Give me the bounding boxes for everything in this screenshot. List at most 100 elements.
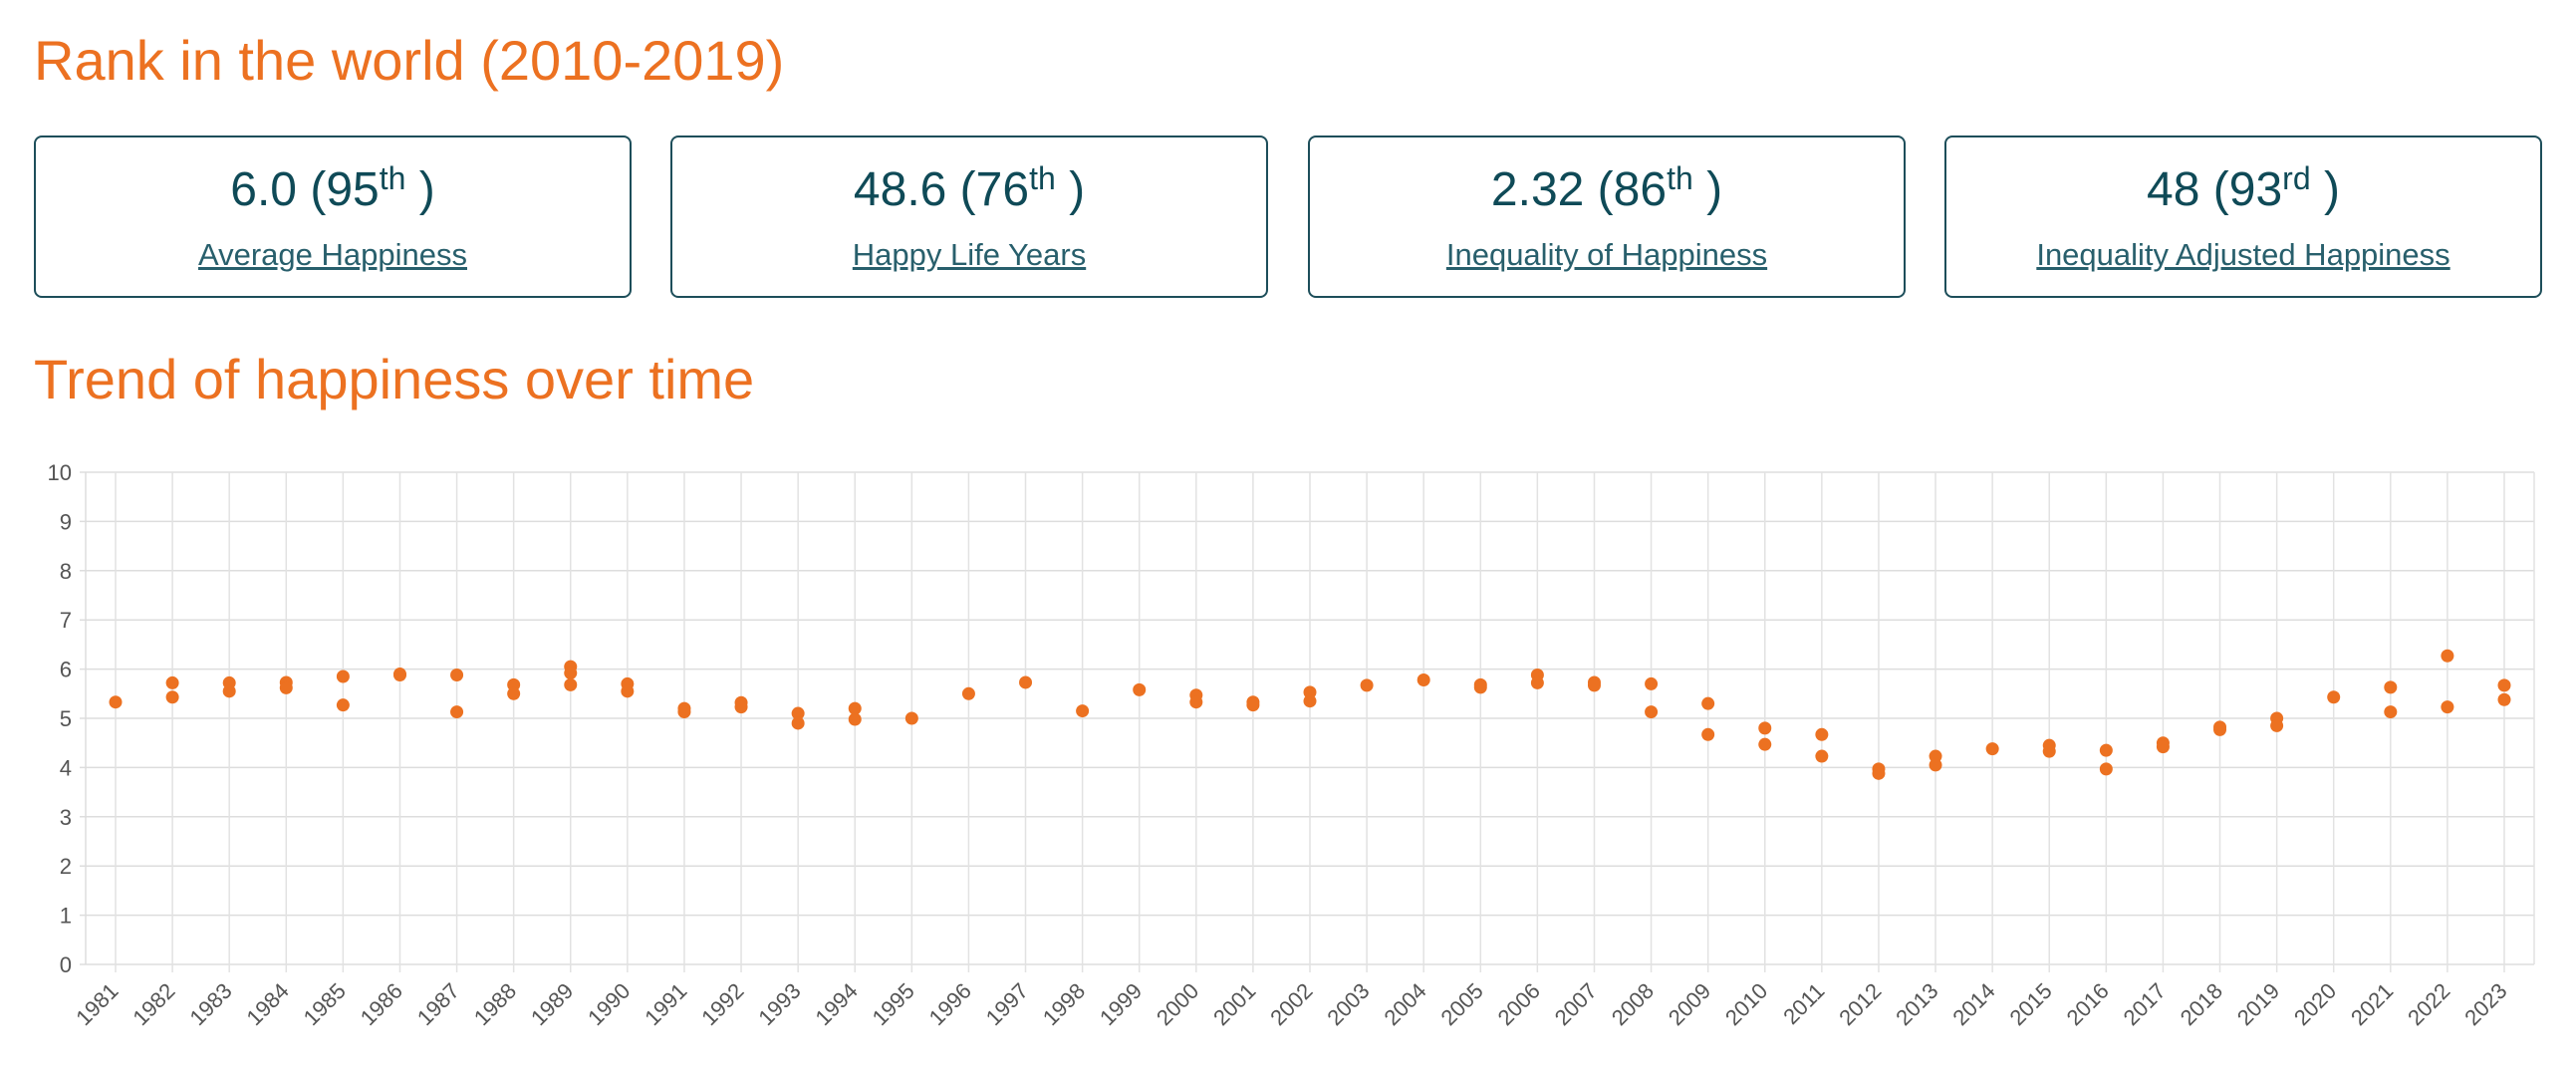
x-tick-label: 2020 <box>2289 978 2341 1030</box>
x-tick-label: 1991 <box>640 978 691 1030</box>
data-point <box>564 677 578 691</box>
x-tick-label: 2007 <box>1550 978 1602 1030</box>
x-tick-label: 1995 <box>868 978 919 1030</box>
x-tick-label: 2013 <box>1891 978 1942 1030</box>
x-tick-label: 2006 <box>1493 978 1545 1030</box>
x-tick-label: 1981 <box>71 978 123 1030</box>
card-value: 48 (93rd ) <box>2147 160 2340 216</box>
data-point <box>1815 749 1829 763</box>
inequality-adjusted-happiness-link[interactable]: Inequality Adjusted Happiness <box>2036 237 2450 272</box>
scatter-plot: 0 1 2 3 4 5 6 7 8 9 10 1981 1982 1983 1984 1985 1986 1987… <box>48 460 2535 1030</box>
average-happiness-card: 6.0 (95th ) Average Happiness <box>34 135 632 298</box>
data-point <box>1303 685 1317 699</box>
data-point <box>1189 695 1203 709</box>
data-point <box>165 675 179 689</box>
card-rank-suffix: rd <box>2282 160 2311 196</box>
x-tick-label: 2018 <box>2176 978 2227 1030</box>
x-tick-label: 1983 <box>184 978 236 1030</box>
data-point <box>2497 678 2511 692</box>
data-point <box>1985 742 1999 756</box>
x-tick-label: 1999 <box>1095 978 1147 1030</box>
data-point <box>2099 743 2113 757</box>
data-point <box>564 667 578 680</box>
data-point <box>2327 690 2341 704</box>
y-tick-label: 1 <box>60 904 72 929</box>
data-point <box>1815 727 1829 741</box>
x-tick-label: 2021 <box>2346 978 2398 1030</box>
y-tick-label: 10 <box>48 460 72 485</box>
data-point <box>734 700 748 714</box>
x-tick-label: 2014 <box>1947 978 1999 1030</box>
trend-section-title: Trend of happiness over time <box>34 348 755 410</box>
data-point <box>1701 696 1715 710</box>
y-tick-label: 3 <box>60 805 72 830</box>
card-value: 6.0 (95th ) <box>230 160 435 216</box>
y-tick-label: 9 <box>60 509 72 534</box>
data-point <box>1758 721 1772 735</box>
data-point <box>2497 692 2511 706</box>
x-tick-label: 2017 <box>2119 978 2171 1030</box>
card-rank-suffix: th <box>379 160 406 196</box>
data-point <box>2156 740 2170 754</box>
happy-life-years-link[interactable]: Happy Life Years <box>852 237 1087 272</box>
data-point <box>1303 694 1317 708</box>
x-tick-label: 1988 <box>469 978 521 1030</box>
data-point <box>1076 704 1090 718</box>
data-point <box>1758 737 1772 751</box>
inequality-of-happiness-card: 2.32 (86th ) Inequality of Happiness <box>1308 135 1906 298</box>
data-point <box>1929 749 1942 763</box>
x-tick-label: 2009 <box>1664 978 1715 1030</box>
card-score: 2.32 <box>1490 163 1585 216</box>
x-tick-label: 1997 <box>981 978 1033 1030</box>
x-tick-label: 2008 <box>1607 978 1659 1030</box>
data-point <box>848 701 862 715</box>
x-tick-label: 1990 <box>583 978 635 1030</box>
data-point <box>1246 698 1260 712</box>
y-tick-label: 7 <box>60 608 72 633</box>
x-tick-label: 2011 <box>1778 978 1829 1029</box>
data-point <box>2213 722 2227 736</box>
x-tick-label: 1992 <box>696 978 748 1030</box>
card-rank: 86 <box>1613 163 1668 216</box>
data-point <box>2441 700 2454 714</box>
x-tick-label: 1998 <box>1038 978 1090 1030</box>
x-tick-label: 1993 <box>753 978 805 1030</box>
card-score: 48.6 <box>853 163 947 216</box>
card-rank: 76 <box>975 163 1030 216</box>
data-point <box>848 712 862 726</box>
card-rank-suffix: th <box>1667 160 1693 196</box>
x-tick-label: 2010 <box>1720 978 1772 1030</box>
inequality-adjusted-happiness-card: 48 (93rd ) Inequality Adjusted Happiness <box>1944 135 2542 298</box>
data-point <box>1587 678 1601 692</box>
x-tick-label: 2000 <box>1152 978 1203 1030</box>
data-point <box>450 669 464 682</box>
x-tick-label: 1986 <box>356 978 407 1030</box>
y-tick-label: 5 <box>60 706 72 731</box>
data-point <box>336 698 350 712</box>
data-point <box>1360 678 1374 692</box>
data-point <box>279 680 293 694</box>
card-value: 2.32 (86th ) <box>1490 160 1723 216</box>
rank-section-title: Rank in the world (2010-2019) <box>34 29 785 92</box>
data-point <box>904 711 918 725</box>
x-tick-label: 2003 <box>1322 978 1374 1030</box>
data-point <box>2270 718 2284 732</box>
y-tick-label: 4 <box>60 755 72 780</box>
x-tick-label: 1984 <box>242 978 294 1030</box>
data-point <box>222 684 236 698</box>
card-score: 48 <box>2147 163 2200 216</box>
data-point <box>677 705 691 719</box>
average-happiness-link[interactable]: Average Happiness <box>198 237 467 272</box>
card-score: 6.0 <box>230 163 297 216</box>
x-tick-label: 2001 <box>1208 978 1260 1030</box>
data-point <box>2384 680 2398 694</box>
y-tick-label: 8 <box>60 559 72 584</box>
data-point <box>336 670 350 683</box>
data-point <box>2384 705 2398 719</box>
inequality-of-happiness-link[interactable]: Inequality of Happiness <box>1445 237 1768 272</box>
happiness-trend-chart: 0 1 2 3 4 5 6 7 8 9 10 1981 1982 1983 1984 1985 1986 1987… <box>0 438 2576 1074</box>
x-tick-label: 1987 <box>412 978 464 1030</box>
data-point <box>791 716 805 730</box>
card-rank: 95 <box>326 163 380 216</box>
data-point <box>1530 675 1544 689</box>
